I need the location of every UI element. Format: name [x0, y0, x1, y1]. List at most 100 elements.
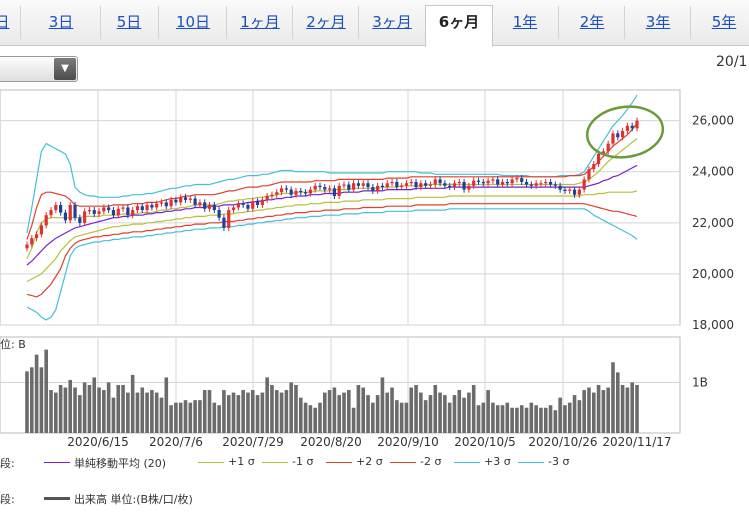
volume-bar: [92, 377, 97, 433]
candle-body: [611, 133, 615, 144]
candle-body: [327, 188, 332, 190]
volume-bar: [236, 395, 241, 433]
tab-1day[interactable]: 日: [0, 13, 10, 31]
volume-bar: [591, 392, 596, 433]
x-tick-label: 2020/10/5: [454, 435, 516, 449]
candle-body: [236, 203, 240, 208]
legend-swatch: [262, 462, 288, 463]
candle-body: [534, 183, 538, 186]
volume-bar: [279, 392, 284, 433]
candle-body: [606, 143, 610, 152]
candle-body: [111, 210, 116, 216]
tab-3days[interactable]: 3日: [20, 6, 101, 39]
candle-body: [260, 199, 264, 205]
x-tick-label: 2020/8/20: [300, 435, 362, 449]
volume-bar: [58, 385, 63, 433]
candle-body: [25, 244, 29, 249]
candle-body: [361, 183, 365, 186]
tab-5days[interactable]: 5日: [100, 6, 157, 39]
volume-bar: [567, 402, 572, 433]
candle-body: [102, 207, 106, 212]
candle-body: [87, 210, 92, 212]
lower1-band-line: [26, 190, 638, 283]
candle-body: [68, 204, 72, 221]
volume-bar: [447, 402, 452, 433]
candle-body: [500, 181, 505, 185]
candle-body: [510, 179, 514, 184]
volume-bar: [457, 390, 462, 433]
volume-bar: [303, 402, 308, 433]
candle-body: [400, 185, 404, 188]
volume-bar: [543, 407, 548, 433]
volume-bar: [126, 392, 130, 433]
volume-bar: [361, 387, 366, 433]
volume-bar: [491, 402, 495, 433]
candle-body: [222, 217, 226, 228]
tab-3months[interactable]: 3ヶ月: [358, 6, 425, 39]
tab-2years[interactable]: 2年: [558, 6, 625, 39]
candle-body: [337, 185, 341, 197]
candle-body: [299, 190, 303, 193]
volume-bar: [183, 400, 188, 433]
chart-type-dropdown[interactable]: ▼: [0, 56, 78, 82]
tab-3years[interactable]: 3年: [624, 6, 691, 39]
volume-bar: [409, 387, 414, 433]
volume-bar: [250, 390, 255, 433]
candle-body: [529, 184, 533, 186]
candle-body: [203, 202, 207, 209]
tab-10days[interactable]: 10日: [158, 6, 227, 39]
candle-body: [241, 203, 245, 205]
volume-bar: [164, 377, 169, 433]
volume-bar: [54, 392, 58, 433]
candle-body: [251, 201, 255, 209]
volume-bar: [620, 385, 625, 433]
candle-body: [59, 204, 63, 213]
volume-bar: [505, 402, 510, 433]
volume-bar: [467, 392, 471, 433]
candle-body: [380, 185, 385, 188]
lower2-band-line: [26, 203, 638, 298]
volume-bar: [39, 367, 44, 433]
legend-label: +1 σ: [228, 455, 255, 468]
volume-bar: [327, 390, 332, 433]
candle-body: [428, 184, 433, 186]
x-tick-label: 2020/7/6: [149, 435, 203, 449]
tab-5years[interactable]: 5年: [690, 6, 749, 39]
candle-body: [212, 204, 216, 211]
volume-bar: [510, 407, 514, 433]
x-tick-label: 2020/6/15: [67, 435, 129, 449]
candle-body: [587, 169, 591, 180]
candle-body: [376, 185, 380, 191]
candle-body: [275, 192, 279, 195]
candle-body: [592, 164, 596, 170]
candle-body: [279, 188, 284, 193]
sma-line: [26, 164, 638, 266]
volume-bar: [121, 385, 125, 433]
volume-bar: [342, 392, 346, 433]
volume-bar: [500, 405, 505, 433]
candle-body: [116, 208, 120, 216]
volume-bar: [486, 390, 490, 433]
legend-swatch: [44, 497, 70, 500]
volume-bar: [462, 397, 466, 433]
candle-body: [54, 204, 58, 211]
candle-body: [582, 179, 586, 190]
tab-6months[interactable]: 6ヶ月: [425, 5, 493, 47]
candle-body: [347, 184, 351, 190]
tab-1month[interactable]: 1ヶ月: [226, 6, 293, 39]
candle-body: [438, 179, 442, 184]
volume-bar: [308, 405, 313, 433]
chevron-down-icon[interactable]: ▼: [54, 58, 76, 80]
tab-2months[interactable]: 2ヶ月: [292, 6, 359, 39]
legend-label: -2 σ: [420, 455, 442, 468]
volume-bar: [606, 387, 610, 433]
candle-body: [121, 207, 125, 209]
volume-bar: [495, 405, 500, 433]
candle-body: [159, 202, 164, 204]
candle-body: [78, 217, 82, 223]
tab-1year[interactable]: 1年: [512, 13, 538, 31]
candle-body: [145, 204, 149, 211]
candle-body: [467, 185, 471, 190]
volume-bars: [25, 349, 639, 433]
candle-body: [404, 183, 409, 186]
